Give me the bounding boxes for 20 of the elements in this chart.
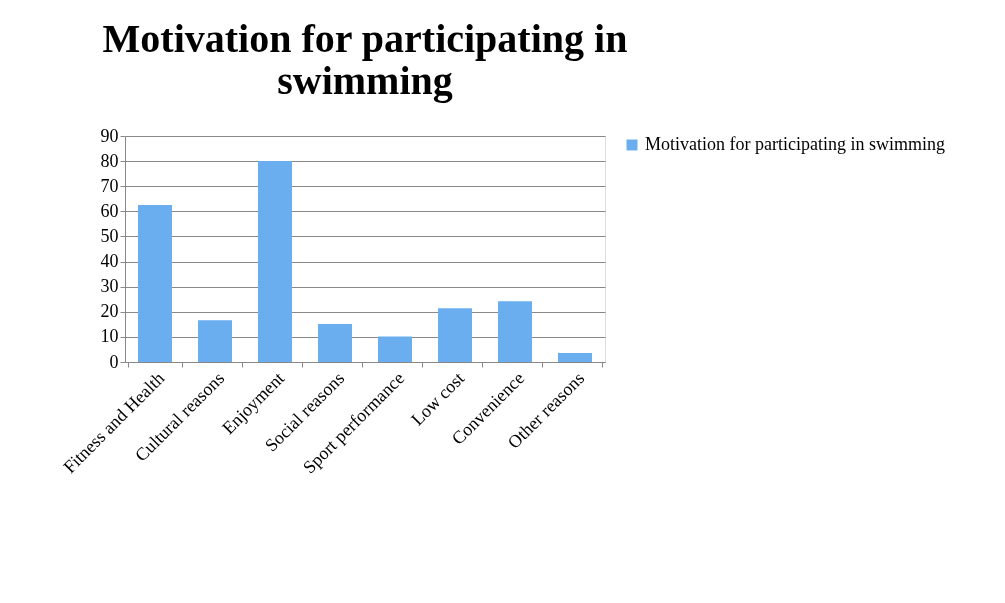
y-tick-label: 40 — [100, 251, 119, 272]
y-tick-label: 10 — [100, 326, 119, 347]
y-tick-label: 30 — [100, 276, 119, 297]
y-tick-label: 60 — [100, 200, 119, 221]
chart-title: Motivation for participating in swimming — [102, 16, 628, 103]
y-tick-label: 70 — [100, 175, 119, 196]
bar — [198, 320, 232, 362]
bar — [318, 324, 352, 362]
legend-label: Motivation for participating in swimming — [645, 134, 945, 154]
y-tick-label: 50 — [100, 225, 119, 246]
y-tick-label: 90 — [100, 125, 119, 146]
bar — [498, 301, 532, 362]
y-tick-label: 0 — [109, 351, 119, 372]
y-tick-label: 80 — [100, 150, 119, 171]
bar — [438, 308, 472, 362]
bar — [138, 205, 172, 362]
bar — [558, 352, 592, 362]
bar — [378, 336, 412, 362]
bar — [258, 161, 292, 362]
y-tick-label: 20 — [100, 301, 119, 322]
